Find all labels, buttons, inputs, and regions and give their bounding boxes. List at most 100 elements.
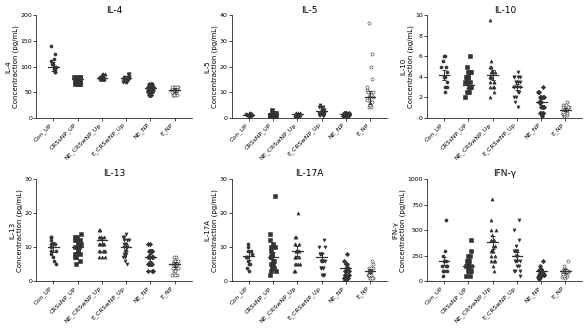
Point (70, 79, 79, 84)
Point (509, 105, 519, 110)
Point (559, 276, 568, 281)
Point (342, 114, 352, 119)
Point (171, 258, 180, 263)
Point (266, 231, 276, 236)
Point (71, 251, 81, 257)
Point (269, 114, 278, 119)
Point (320, 113, 329, 118)
Point (560, 274, 569, 279)
Point (513, 95, 523, 100)
Point (465, 258, 474, 263)
Point (561, 267, 570, 273)
Point (560, 111, 570, 116)
Point (512, 258, 522, 263)
Point (143, 89, 152, 95)
Point (71, 255, 81, 260)
Point (539, 84, 549, 90)
Point (46, 241, 55, 247)
Title: IL-10: IL-10 (494, 6, 516, 15)
Point (290, 248, 299, 253)
Point (343, 272, 353, 277)
Point (561, 270, 570, 275)
Point (51, 69, 60, 74)
Point (561, 107, 570, 112)
Point (118, 77, 128, 82)
Point (340, 277, 349, 282)
Point (339, 269, 348, 274)
Point (94, 74, 103, 80)
Point (462, 74, 471, 80)
Point (339, 113, 348, 118)
Point (461, 54, 470, 59)
Point (265, 265, 275, 270)
Point (344, 110, 353, 115)
Point (486, 248, 495, 253)
Point (562, 272, 572, 277)
Point (367, 272, 376, 277)
Point (98, 234, 108, 240)
Point (48, 258, 58, 263)
Point (513, 89, 522, 95)
Point (98, 248, 108, 253)
Point (119, 74, 128, 80)
Point (265, 113, 275, 118)
Point (245, 114, 254, 119)
Point (45, 64, 55, 69)
Point (343, 272, 353, 277)
Point (534, 266, 543, 272)
Point (143, 84, 152, 90)
Point (268, 111, 277, 116)
Point (366, 265, 376, 270)
Point (510, 274, 520, 279)
Point (143, 255, 153, 260)
Point (368, 275, 377, 280)
Point (439, 274, 448, 279)
Point (71, 79, 81, 84)
Point (169, 258, 178, 263)
Point (119, 251, 128, 257)
Point (465, 258, 475, 263)
Point (295, 110, 304, 115)
Point (363, 51, 373, 56)
Point (442, 84, 452, 90)
Point (510, 248, 520, 253)
Point (536, 258, 545, 263)
Point (465, 89, 475, 95)
Point (147, 87, 156, 92)
Point (465, 263, 475, 269)
Point (242, 111, 252, 116)
Point (99, 241, 109, 247)
Point (339, 114, 348, 119)
Point (561, 105, 570, 110)
Point (148, 89, 157, 95)
Point (344, 269, 353, 274)
Point (343, 265, 353, 270)
Point (172, 258, 182, 263)
Point (314, 272, 323, 277)
Point (536, 105, 546, 110)
Point (72, 255, 81, 260)
Point (146, 269, 156, 274)
Point (51, 61, 61, 67)
Point (50, 64, 59, 69)
Point (145, 84, 154, 90)
Point (119, 241, 128, 247)
Point (243, 265, 253, 270)
Point (442, 54, 452, 59)
Point (537, 271, 547, 276)
Point (146, 248, 156, 253)
Point (491, 248, 500, 253)
Point (467, 84, 476, 90)
Point (489, 84, 499, 90)
Point (100, 72, 109, 77)
Point (270, 114, 280, 119)
Point (74, 245, 83, 250)
Point (367, 269, 376, 274)
Point (366, 87, 376, 92)
Point (290, 248, 299, 253)
Point (461, 84, 470, 90)
Point (319, 245, 329, 250)
Point (291, 114, 300, 119)
Point (72, 79, 82, 84)
Point (269, 114, 278, 119)
